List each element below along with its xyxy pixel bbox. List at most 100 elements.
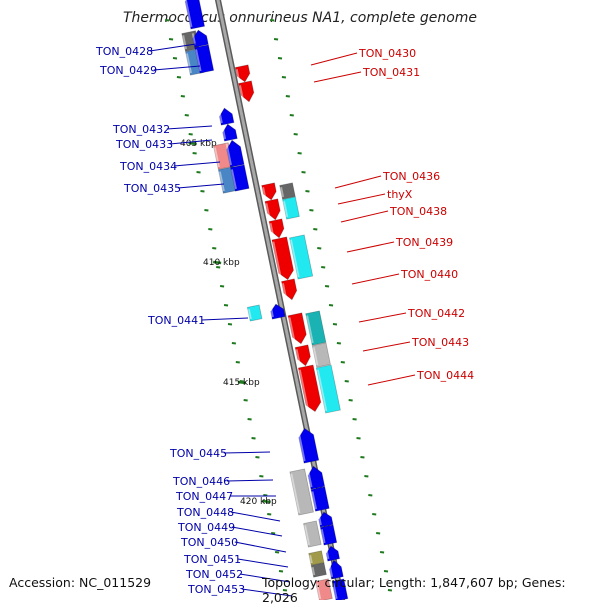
tick-mark [188, 133, 193, 136]
tick-mark [274, 551, 280, 554]
label-layer: TON_0428 TON_0429 TON_0432 TON_0433 TON_0434… [95, 45, 474, 596]
backbone-line [216, 0, 344, 600]
leader-line-right [358, 312, 407, 323]
tick-mark [180, 95, 185, 98]
tick-mark [176, 76, 182, 79]
tick-mark [328, 304, 334, 307]
feature-block [289, 468, 314, 516]
feature-block [218, 107, 235, 126]
feature-block-shade [185, 53, 192, 74]
tick-mark [231, 342, 237, 345]
feature-block-shade [272, 241, 282, 280]
leader-line-left [226, 479, 274, 482]
feature-block-shape [310, 486, 330, 512]
gene-label-right: TON_0443 [411, 336, 469, 349]
feature-block-shape [282, 196, 300, 220]
feature-block-shade [311, 491, 318, 510]
feature-block-shade [328, 562, 334, 578]
tick-mark [293, 133, 298, 136]
feature-block-shade [315, 583, 322, 600]
feature-block-shape [264, 198, 281, 221]
feature-block [315, 364, 341, 414]
feature-block [311, 342, 331, 368]
feature-block [238, 80, 255, 103]
feature-block-shape [289, 468, 314, 516]
feature-block-shade [312, 347, 319, 366]
feature-block-shape [192, 29, 209, 48]
gene-label-left: TON_0448 [176, 506, 234, 519]
feature-block [325, 545, 341, 562]
feature-block-shade [235, 69, 241, 82]
feature-block [303, 520, 322, 548]
feature-block-shade [316, 369, 328, 412]
gene-label-right: TON_0444 [416, 369, 474, 382]
feature-block-shape [230, 164, 250, 192]
gene-label-left: TON_0429 [99, 64, 157, 77]
feature-block-shade [280, 187, 285, 198]
scale-label: 415 kbp [223, 378, 260, 388]
feature-block-shape [294, 344, 311, 367]
major-tick [237, 380, 247, 385]
feature-block [271, 236, 294, 281]
leader-line-left [239, 573, 291, 583]
feature-block-shape [287, 312, 307, 345]
tick-mark [204, 209, 209, 212]
gene-label-left: TON_0441 [147, 314, 205, 327]
tick-mark [297, 152, 302, 155]
feature-block-shape [279, 182, 296, 200]
scale-label: 420 kbp [240, 497, 277, 507]
gene-label-left: TON_0432 [112, 123, 170, 136]
feature-block-shape [298, 427, 320, 464]
tick-mark [344, 380, 349, 383]
leader-line-left [201, 317, 249, 321]
leader-line-right [337, 193, 386, 205]
feature-block-shade [288, 317, 296, 344]
tick-mark [305, 190, 310, 193]
tick-mark [227, 323, 233, 326]
tick-mark [216, 266, 221, 269]
feature-block-shade [218, 111, 223, 124]
gene-label-left: TON_0434 [119, 160, 177, 173]
tick-mark [243, 399, 248, 402]
leader-line-left [223, 451, 271, 454]
feature-block [225, 139, 245, 168]
leader-line-right [362, 341, 411, 352]
gene-label-left: TON_0450 [180, 536, 238, 549]
tick-mark [267, 513, 272, 516]
leader-line-left [153, 65, 201, 71]
tick-mark [285, 95, 290, 98]
feature-block-shade [320, 529, 326, 544]
feature-block [306, 465, 326, 490]
feature-block [269, 303, 286, 320]
tick-mark [352, 418, 357, 421]
feature-block-shade [309, 554, 313, 564]
tick-mark [372, 513, 377, 516]
map-title: Thermococcus onnurineus NA1, complete ge… [122, 10, 478, 26]
gene-label-right: TON_0439 [395, 236, 453, 249]
feature-block-shade [303, 525, 310, 546]
tick-mark [332, 323, 338, 326]
feature-block-shape [238, 80, 255, 103]
feature-block [331, 578, 349, 600]
feature-block [282, 196, 300, 220]
feature-block-shade [306, 315, 314, 344]
feature-block-shape [270, 303, 286, 320]
tick-mark [277, 57, 283, 60]
tick-mark [368, 494, 373, 497]
gene-label-right: TON_0440 [400, 268, 458, 281]
gene-label-right: TON_0438 [389, 205, 447, 218]
feature-block-shape [305, 310, 327, 346]
tick-mark [273, 38, 279, 41]
accession-text: Accession: NC_011529 [9, 575, 152, 590]
feature-block-shape [315, 364, 341, 414]
tick-mark [360, 456, 365, 459]
feature-block-shape [261, 182, 277, 201]
feature-block [264, 198, 281, 221]
feature-block-shape [234, 64, 251, 83]
feature-block-shade [191, 33, 197, 46]
tick-mark [282, 589, 288, 592]
gene-label-right: TON_0431 [362, 66, 420, 79]
tick-mark [321, 266, 326, 269]
feature-block [287, 312, 307, 345]
